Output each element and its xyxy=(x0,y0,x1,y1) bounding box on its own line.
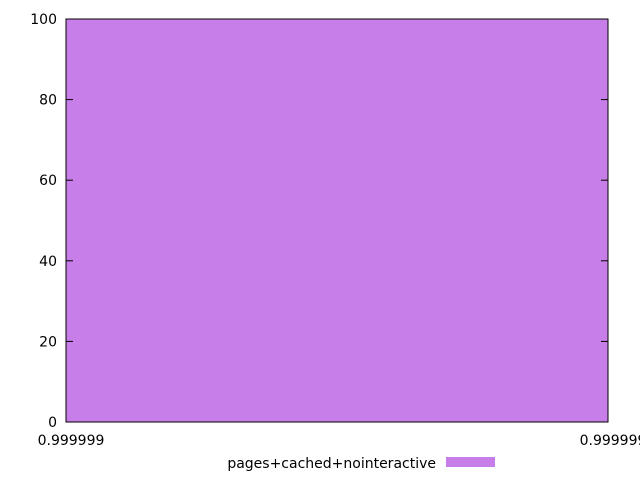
x-tick-label: 0.999999 xyxy=(38,433,105,449)
x-axis: 0.999999 0.999999 xyxy=(38,415,640,449)
area-layer xyxy=(66,19,608,422)
plot-frame xyxy=(65,18,609,423)
y-tick-label: 60 xyxy=(39,173,57,189)
legend-swatch xyxy=(446,457,495,467)
plot-border xyxy=(65,18,609,423)
y-tick-label: 100 xyxy=(30,12,57,28)
legend-label: pages+cached+nointeractive xyxy=(227,456,436,472)
y-tick-label: 80 xyxy=(39,93,57,109)
y-tick-label: 20 xyxy=(39,334,57,350)
y-tick-label: 0 xyxy=(48,415,57,431)
legend: pages+cached+nointeractive xyxy=(227,456,495,472)
area-series-0 xyxy=(66,19,608,422)
y-tick-label: 40 xyxy=(39,254,57,270)
x-tick-label: 0.999999 xyxy=(580,433,640,449)
y-axis: 0 20 40 60 80 100 xyxy=(30,12,608,431)
